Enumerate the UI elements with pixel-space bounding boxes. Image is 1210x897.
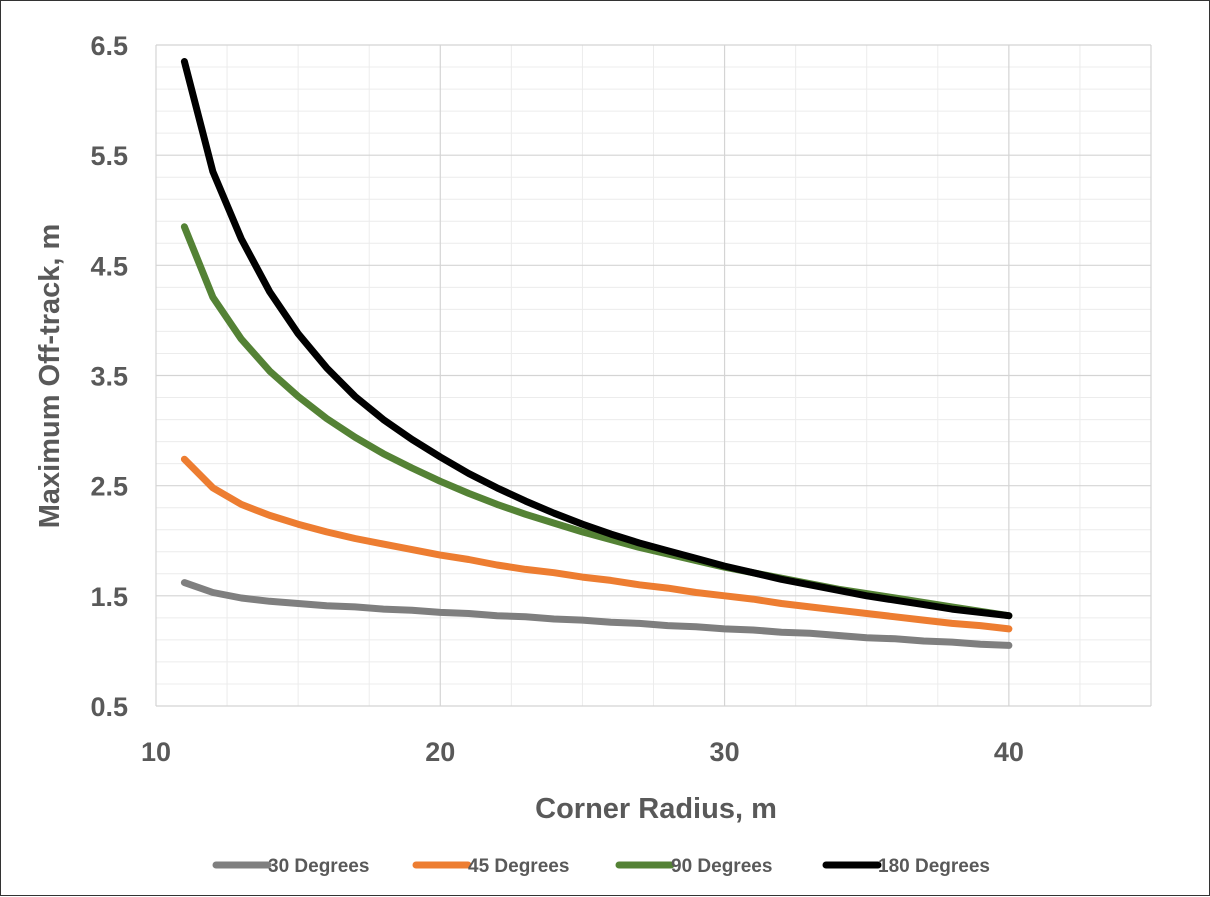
y-tick-label: 2.5 — [90, 472, 128, 502]
legend-label: 180 Degrees — [878, 856, 990, 877]
y-tick-label: 5.5 — [90, 141, 128, 171]
x-tick-label: 10 — [141, 737, 171, 767]
y-tick-label: 3.5 — [90, 362, 128, 392]
legend-item: 180 Degrees — [822, 856, 990, 877]
legend: 30 Degrees 45 Degrees 90 Degrees 180 Degree… — [212, 856, 990, 877]
y-tick-label: 6.5 — [90, 31, 128, 61]
y-tick-label: 1.5 — [90, 582, 128, 612]
x-axis-title: Corner Radius, m — [535, 793, 777, 825]
legend-item: 90 Degrees — [615, 856, 772, 877]
legend-label: 45 Degrees — [468, 856, 569, 877]
y-tick-label: 0.5 — [90, 692, 128, 722]
series-line-90-degrees — [180, 223, 1013, 620]
y-tick-label: 4.5 — [90, 251, 128, 281]
y-axis-ticks: 0.5 1.5 2.5 3.5 4.5 5.5 6.5 — [90, 31, 128, 722]
series-line-180-degrees — [180, 58, 1013, 620]
x-tick-label: 30 — [710, 737, 740, 767]
legend-label: 90 Degrees — [671, 856, 772, 877]
series-line-30-degrees — [180, 579, 1013, 649]
major-gridlines — [155, 44, 1152, 707]
legend-label: 30 Degrees — [268, 856, 369, 877]
series-line-45-degrees — [180, 455, 1013, 633]
legend-item: 45 Degrees — [412, 856, 569, 877]
y-axis-title: Maximum Off-track, m — [34, 224, 66, 529]
x-tick-label: 20 — [425, 737, 455, 767]
legend-item: 30 Degrees — [212, 856, 369, 877]
series-lines — [180, 58, 1013, 649]
x-tick-label: 40 — [994, 737, 1024, 767]
x-axis-ticks: 10 20 30 40 — [141, 737, 1024, 767]
